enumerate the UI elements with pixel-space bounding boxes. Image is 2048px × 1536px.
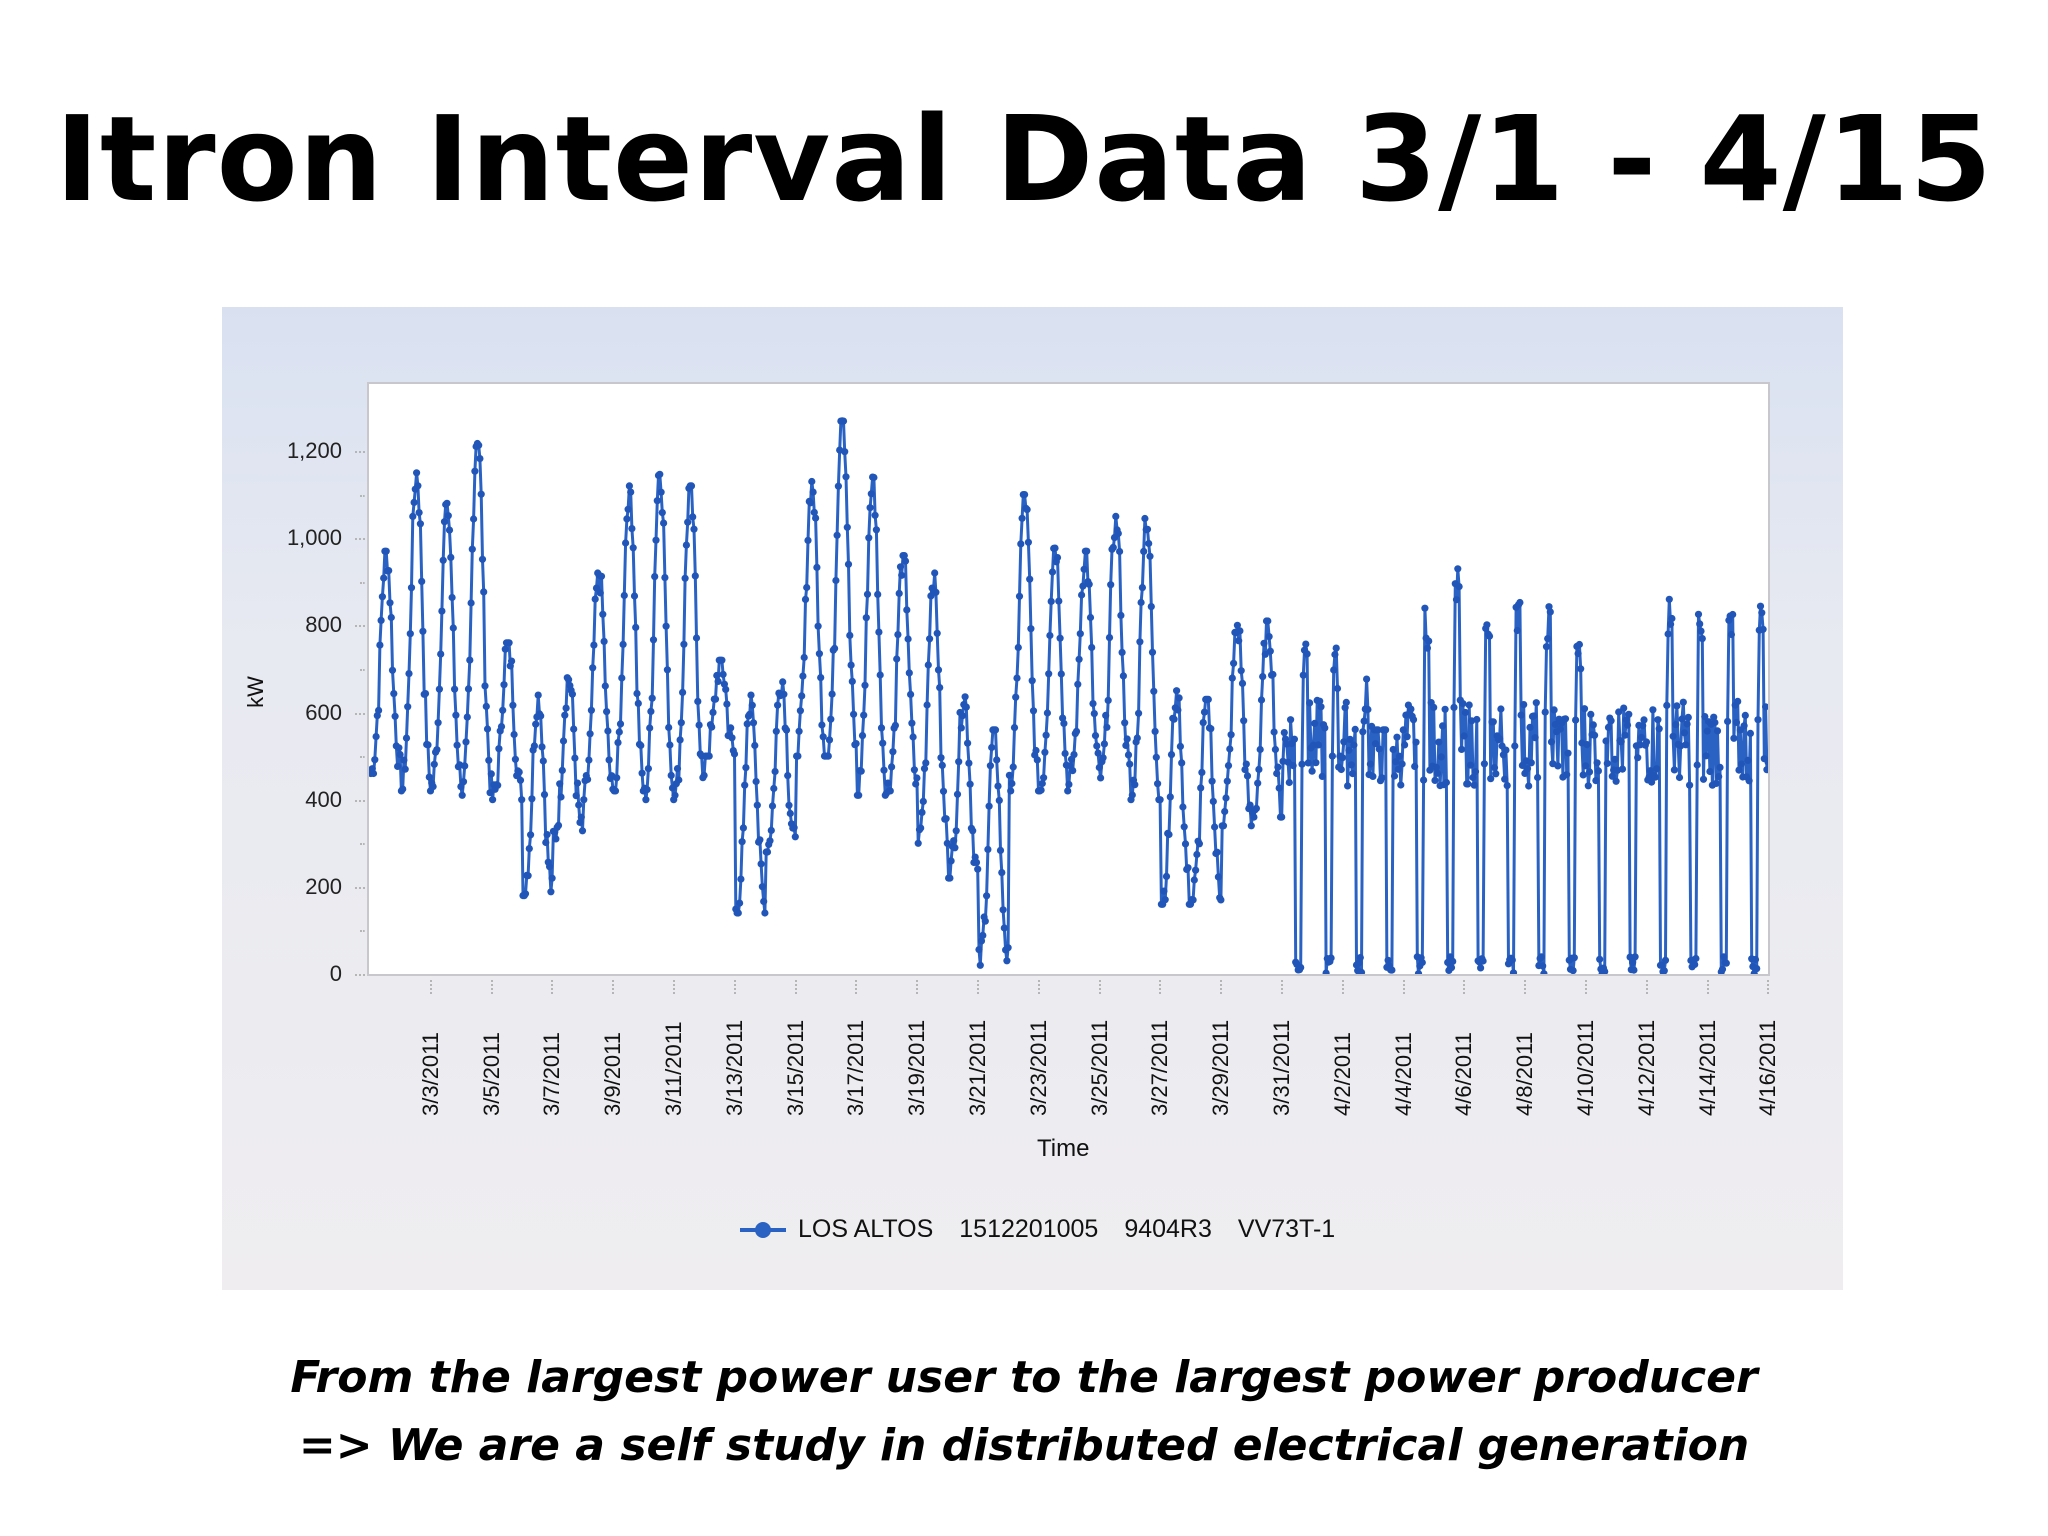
caption-line-1: From the largest power user to the large… xyxy=(290,1352,1758,1403)
y-tick-mark xyxy=(355,625,365,628)
x-tick-mark xyxy=(1524,980,1527,994)
x-tick-label: 3/13/2011 xyxy=(721,1019,747,1116)
x-tick-label: 3/11/2011 xyxy=(661,1021,686,1116)
x-tick-label: 3/9/2011 xyxy=(600,1031,626,1116)
x-tick-mark xyxy=(1037,980,1040,994)
x-tick-label: 4/2/2011 xyxy=(1329,1031,1355,1116)
x-tick-label: 4/14/2011 xyxy=(1694,1019,1720,1116)
y-tick-mark xyxy=(355,451,365,453)
x-tick-mark xyxy=(1706,980,1709,994)
y-minor-tick-mark xyxy=(360,581,365,584)
x-tick-mark xyxy=(429,980,432,994)
y-tick-label: 1,200 xyxy=(286,438,342,463)
x-tick-mark xyxy=(1341,980,1344,994)
x-tick-mark xyxy=(855,980,858,994)
legend-circuit: 9404R3 xyxy=(1124,1215,1212,1243)
y-tick-mark xyxy=(355,538,365,541)
x-tick-label: 4/4/2011 xyxy=(1390,1031,1416,1116)
x-tick-label: 3/21/2011 xyxy=(965,1019,990,1116)
x-tick-mark xyxy=(1645,980,1648,994)
x-tick-label: 3/31/2011 xyxy=(1269,1019,1294,1116)
y-tick-label: 800 xyxy=(305,612,342,638)
x-tick-mark xyxy=(490,980,493,994)
legend-site: LOS ALTOS xyxy=(798,1215,934,1243)
x-tick-label: 4/10/2011 xyxy=(1573,1019,1598,1116)
x-tick-label: 3/23/2011 xyxy=(1025,1019,1051,1116)
legend-meter-id: 1512201005 xyxy=(959,1215,1099,1243)
y-minor-tick-mark xyxy=(360,494,365,497)
chart-panel: kW 0 200 400 600 800 1,000 1,200 3/3/2011 3/5/2… xyxy=(222,307,1843,1290)
x-tick-mark xyxy=(1585,980,1587,994)
plot-area xyxy=(367,382,1770,976)
legend-device: VV73T-1 xyxy=(1237,1215,1336,1243)
x-tick-mark xyxy=(1098,980,1101,994)
x-tick-mark xyxy=(551,980,554,994)
x-tick-label: 3/15/2011 xyxy=(782,1019,808,1116)
data-series-line xyxy=(369,417,1768,974)
x-axis-title: Time xyxy=(1037,1135,1090,1162)
legend: LOS ALTOS 1512201005 9404R3 VV73T-1 xyxy=(740,1215,1349,1244)
y-tick-mark xyxy=(355,799,365,802)
x-tick-mark xyxy=(1220,980,1223,994)
x-tick-mark xyxy=(1402,980,1405,994)
y-tick-mark xyxy=(355,712,365,715)
x-tick-label: 4/16/2011 xyxy=(1755,1019,1781,1116)
x-tick-mark xyxy=(916,980,919,994)
x-tick-label: 3/19/2011 xyxy=(904,1019,930,1116)
x-tick-label: 3/7/2011 xyxy=(539,1031,565,1116)
x-tick-label: 3/25/2011 xyxy=(1086,1019,1112,1116)
x-tick-label: 3/5/2011 xyxy=(478,1031,504,1116)
x-tick-mark xyxy=(794,980,797,994)
y-tick-mark xyxy=(355,974,365,976)
y-minor-tick-mark xyxy=(360,843,365,846)
y-tick-label: 600 xyxy=(305,699,342,725)
x-tick-mark xyxy=(1281,980,1283,994)
legend-line-marker-icon xyxy=(740,1221,786,1238)
x-tick-mark xyxy=(1463,980,1466,994)
y-minor-tick-mark xyxy=(360,756,365,759)
slide-title: Itron Interval Data 3/1 - 4/15 xyxy=(55,90,1993,228)
x-tick-label: 3/3/2011 xyxy=(417,1031,443,1116)
y-tick-label: 0 xyxy=(329,961,342,986)
x-tick-label: 4/8/2011 xyxy=(1512,1031,1538,1116)
x-tick-mark xyxy=(733,980,736,994)
x-tick-label: 3/29/2011 xyxy=(1208,1019,1234,1116)
x-tick-label: 3/17/2011 xyxy=(843,1019,869,1116)
y-tick-label: 200 xyxy=(305,873,342,899)
y-tick-label: 400 xyxy=(305,786,342,812)
x-tick-mark xyxy=(1767,980,1770,994)
y-tick-mark xyxy=(355,886,365,889)
y-tick-label: 1,000 xyxy=(286,525,342,551)
x-tick-label: 4/6/2011 xyxy=(1451,1031,1477,1116)
caption-line-2: => We are a self study in distributed el… xyxy=(298,1420,1750,1471)
y-minor-tick-mark xyxy=(360,930,365,933)
x-tick-mark xyxy=(612,980,615,994)
x-tick-mark xyxy=(977,980,979,994)
y-minor-tick-mark xyxy=(360,668,365,671)
x-tick-mark xyxy=(673,980,675,994)
x-tick-label: 4/12/2011 xyxy=(1633,1019,1659,1116)
x-tick-mark xyxy=(1159,980,1162,994)
x-tick-label: 3/27/2011 xyxy=(1147,1019,1173,1116)
